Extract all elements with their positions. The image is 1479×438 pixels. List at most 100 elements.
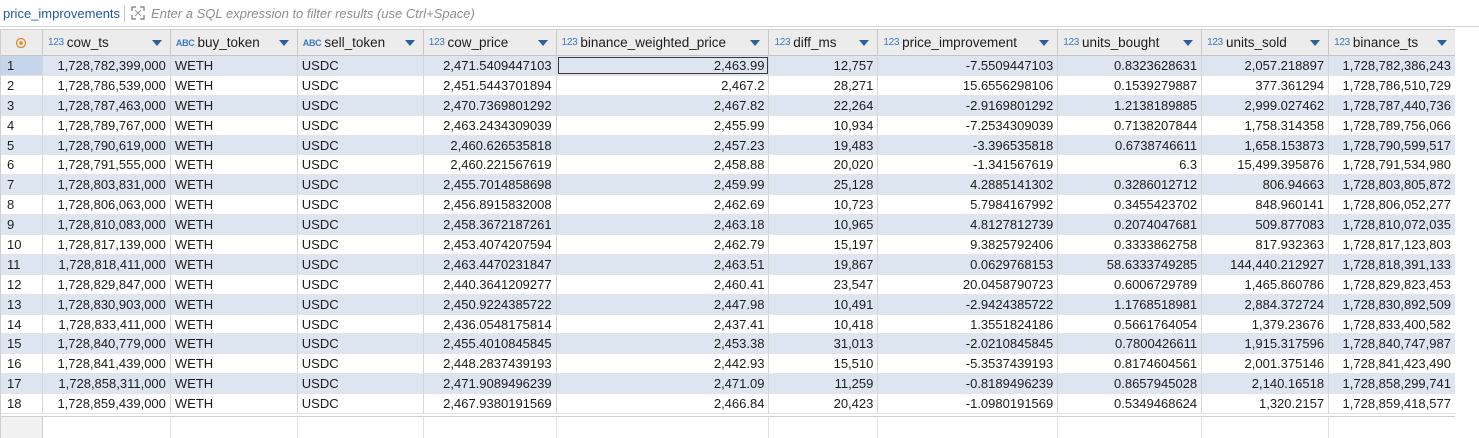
cell-cow_price[interactable]: 2,470.7369801292 (424, 95, 557, 115)
cell-units_bought[interactable]: 0.3455423702 (1058, 195, 1203, 215)
cell-buy_token[interactable]: WETH (171, 294, 298, 314)
cell-units_sold[interactable]: 848.960141 (1202, 195, 1330, 215)
sort-dropdown-icon[interactable] (1310, 40, 1321, 46)
cell-units_bought[interactable]: 0.3333862758 (1058, 235, 1203, 254)
sort-dropdown-icon[interactable] (151, 40, 162, 46)
cell-binance_weighted_price[interactable]: 2,463.51 (557, 254, 770, 274)
cell-diff_ms[interactable]: 20,423 (769, 394, 879, 414)
cell-cow_price[interactable]: 2,460.626535818 (424, 135, 557, 155)
cell-binance_ts[interactable]: 1,728,803,805,872 (1329, 175, 1455, 195)
cell-binance_ts[interactable]: 1,728,818,391,133 (1329, 254, 1455, 274)
cell-cow_ts[interactable]: 1,728,859,439,000 (43, 394, 171, 414)
cell-diff_ms[interactable]: 10,965 (769, 215, 879, 235)
cell-sell_token[interactable]: USDC (298, 394, 424, 414)
cell-cow_price[interactable]: 2,453.4074207594 (424, 235, 557, 254)
cell-sell_token[interactable]: USDC (298, 155, 424, 175)
cell-binance_ts[interactable]: 1,728,786,510,729 (1329, 75, 1455, 95)
cell-binance_weighted_price[interactable]: 2,462.79 (557, 235, 770, 254)
cell-price_improvement[interactable]: -7.5509447103 (878, 56, 1059, 75)
cell-price_improvement[interactable]: 15.6556298106 (878, 75, 1059, 95)
cell-units_bought[interactable]: 1.1768518981 (1058, 294, 1203, 314)
cell-price_improvement[interactable]: -2.9424385722 (878, 294, 1059, 314)
cell-units_bought[interactable]: 0.8657945028 (1058, 374, 1203, 394)
row-number[interactable]: 3 (1, 95, 43, 115)
cell-cow_ts[interactable]: 1,728,841,439,000 (43, 354, 171, 374)
cell-sell_token[interactable]: USDC (298, 115, 424, 135)
cell-binance_weighted_price[interactable]: 2,463.18 (557, 215, 770, 235)
cell-units_bought[interactable]: 0.6738746611 (1058, 135, 1203, 155)
cell-cow_ts[interactable]: 1,728,787,463,000 (43, 95, 171, 115)
cell-cow_price[interactable]: 2,455.4010845845 (424, 334, 557, 354)
cell-units_sold[interactable]: 144,440.212927 (1202, 254, 1330, 274)
row-number[interactable]: 12 (1, 274, 43, 294)
cell-sell_token[interactable]: USDC (298, 354, 424, 374)
cell-binance_ts[interactable]: 1,728,790,599,517 (1329, 135, 1455, 155)
cell-price_improvement[interactable]: 5.7984167992 (878, 195, 1059, 215)
cell-binance_ts[interactable]: 1,728,789,756,066 (1329, 115, 1455, 135)
cell-binance_weighted_price[interactable]: 2,442.93 (557, 354, 770, 374)
cell-diff_ms[interactable]: 28,271 (769, 75, 879, 95)
cell-units_sold[interactable]: 1,915.317596 (1202, 334, 1330, 354)
cell-binance_ts[interactable]: 1,728,787,440,736 (1329, 95, 1455, 115)
cell-cow_price[interactable]: 2,471.5409447103 (424, 56, 557, 75)
cell-cow_price[interactable]: 2,463.2434309039 (424, 115, 557, 135)
cell-price_improvement[interactable]: 4.2885141302 (878, 175, 1059, 195)
sort-dropdown-icon[interactable] (1039, 40, 1050, 46)
sort-dropdown-icon[interactable] (1183, 40, 1194, 46)
cell-buy_token[interactable]: WETH (171, 334, 298, 354)
cell-diff_ms[interactable]: 15,510 (769, 354, 879, 374)
cell-buy_token[interactable]: WETH (171, 254, 298, 274)
row-number[interactable]: 13 (1, 294, 43, 314)
cell-binance_ts[interactable]: 1,728,829,823,453 (1329, 274, 1455, 294)
cell-diff_ms[interactable]: 19,483 (769, 135, 879, 155)
cell-diff_ms[interactable]: 12,757 (769, 56, 879, 75)
cell-diff_ms[interactable]: 19,867 (769, 254, 879, 274)
column-header-units_bought[interactable]: 123 units_bought (1058, 30, 1203, 55)
cell-cow_price[interactable]: 2,458.3672187261 (424, 215, 557, 235)
cell-diff_ms[interactable]: 15,197 (769, 235, 879, 254)
expand-filter-icon[interactable] (131, 6, 145, 20)
cell-cow_ts[interactable]: 1,728,786,539,000 (43, 75, 171, 95)
cell-buy_token[interactable]: WETH (171, 195, 298, 215)
cell-price_improvement[interactable]: 9.3825792406 (878, 235, 1059, 254)
column-header-cow_price[interactable]: 123 cow_price (424, 30, 557, 55)
cell-binance_weighted_price[interactable]: 2,471.09 (557, 374, 770, 394)
cell-cow_ts[interactable]: 1,728,782,399,000 (43, 56, 171, 75)
cell-price_improvement[interactable]: -1.0980191569 (878, 394, 1059, 414)
column-header-binance_weighted_price[interactable]: 123 binance_weighted_price (557, 30, 770, 55)
cell-units_bought[interactable]: 0.5349468624 (1058, 394, 1203, 414)
row-number[interactable]: 2 (1, 75, 43, 95)
cell-price_improvement[interactable]: -3.396535818 (878, 135, 1059, 155)
cell-price_improvement[interactable]: 20.0458790723 (878, 274, 1059, 294)
cell-units_bought[interactable]: 1.2138189885 (1058, 95, 1203, 115)
cell-units_sold[interactable]: 1,758.314358 (1202, 115, 1330, 135)
cell-units_bought[interactable]: 0.5661764054 (1058, 314, 1203, 334)
cell-binance_ts[interactable]: 1,728,858,299,741 (1329, 374, 1455, 394)
cell-binance_ts[interactable]: 1,728,859,418,577 (1329, 394, 1455, 414)
cell-buy_token[interactable]: WETH (171, 75, 298, 95)
row-number[interactable]: 10 (1, 235, 43, 254)
cell-price_improvement[interactable]: -7.2534309039 (878, 115, 1059, 135)
cell-units_sold[interactable]: 2,140.16518 (1202, 374, 1330, 394)
cell-cow_price[interactable]: 2,448.2837439193 (424, 354, 557, 374)
cell-price_improvement[interactable]: -0.8189496239 (878, 374, 1059, 394)
cell-units_bought[interactable]: 0.7138207844 (1058, 115, 1203, 135)
cell-binance_weighted_price[interactable]: 2,462.69 (557, 195, 770, 215)
cell-binance_weighted_price[interactable]: 2,459.99 (557, 175, 770, 195)
cell-units_sold[interactable]: 2,999.027462 (1202, 95, 1330, 115)
cell-binance_ts[interactable]: 1,728,833,400,582 (1329, 314, 1455, 334)
cell-cow_price[interactable]: 2,455.7014858698 (424, 175, 557, 195)
select-all-corner[interactable] (1, 30, 43, 55)
cell-binance_weighted_price[interactable]: 2,460.41 (557, 274, 770, 294)
cell-cow_ts[interactable]: 1,728,840,779,000 (43, 334, 171, 354)
cell-binance_ts[interactable]: 1,728,791,534,980 (1329, 155, 1455, 175)
cell-cow_ts[interactable]: 1,728,803,831,000 (43, 175, 171, 195)
cell-buy_token[interactable]: WETH (171, 135, 298, 155)
cell-price_improvement[interactable]: -5.3537439193 (878, 354, 1059, 374)
cell-diff_ms[interactable]: 10,491 (769, 294, 879, 314)
cell-cow_price[interactable]: 2,450.9224385722 (424, 294, 557, 314)
sql-filter-input[interactable] (151, 3, 1479, 23)
cell-diff_ms[interactable]: 10,723 (769, 195, 879, 215)
row-number[interactable]: 5 (1, 135, 43, 155)
cell-sell_token[interactable]: USDC (298, 135, 424, 155)
